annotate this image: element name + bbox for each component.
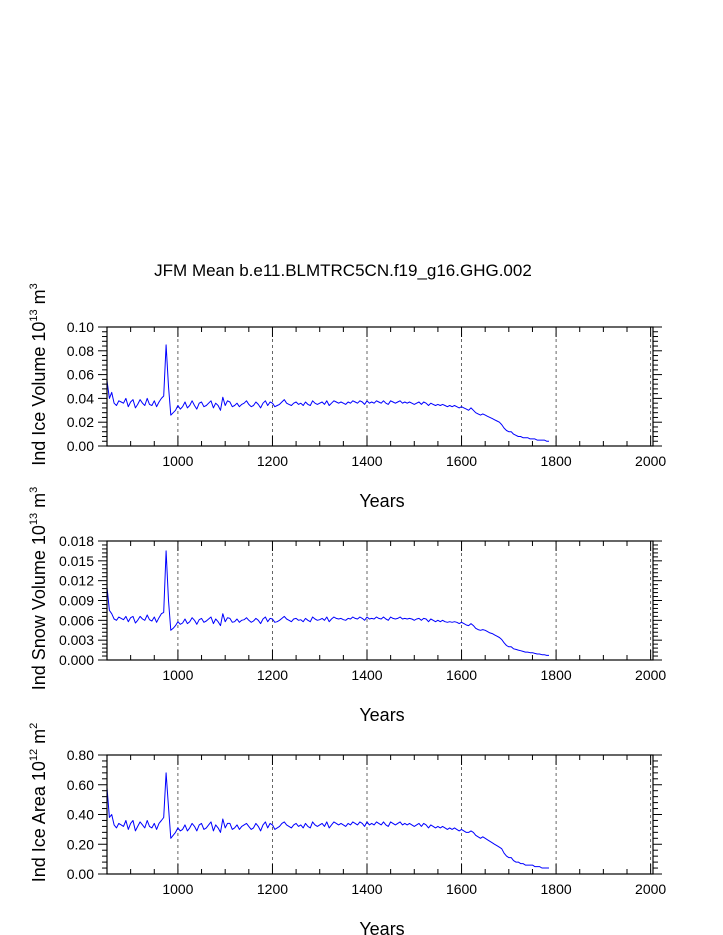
x-tick-label: 1400 [351,453,382,469]
y-tick-label: 0.00 [67,866,94,882]
y-tick-label: 0.018 [59,533,94,549]
x-tick-label: 1000 [162,881,193,897]
y-tick-label: 0.80 [67,747,94,763]
y-tick-label: 0.40 [67,807,94,823]
y-tick-label: 0.015 [59,553,94,569]
panel-ice-area: 1000 1200 1400 1600 1800 2000 0.00 0.20 0.40 0.60… [28,723,666,935]
x-tick-label: 1800 [541,453,572,469]
x-tick-label: 1800 [541,881,572,897]
y-tick-label: 0.000 [59,652,94,668]
y-label-unit-exponent: 3 [28,487,40,493]
x-tick-label: 1600 [446,453,477,469]
x-tick-label: 1400 [351,881,382,897]
y-label-text: Ind Ice Volume 10 [29,322,49,466]
x-axis-label: Years [359,491,404,511]
y-axis-label: Ind Ice Volume 1013 m3 [28,283,49,465]
y-label-text: Ind Ice Area 10 [29,761,49,882]
y-tick-label: 0.10 [67,319,94,335]
y-tick-label: 0.00 [67,438,94,454]
series-line [106,344,549,442]
y-label-unit: m [29,493,49,513]
y-tick-label: 0.009 [59,593,94,609]
plot-frame [106,754,654,875]
y-label-unit: m [29,729,49,749]
x-tick-label: 1600 [446,881,477,897]
x-tick-label: 1200 [257,667,288,683]
y-tick-label: 0.012 [59,573,94,589]
y-label-unit-exponent: 2 [28,723,40,729]
y-tick-label: 0.60 [67,777,94,793]
x-tick-label: 2000 [635,667,666,683]
x-tick-label: 1200 [257,453,288,469]
x-tick-label: 2000 [635,881,666,897]
y-tick-label: 0.04 [67,390,94,406]
y-label-exponent: 13 [28,513,40,525]
plot-frame [106,326,654,447]
x-tick-label: 1600 [446,667,477,683]
x-tick-label: 1400 [351,667,382,683]
series-line [106,772,549,869]
x-tick-label: 2000 [635,453,666,469]
x-tick-label: 1000 [162,453,193,469]
figure-title: JFM Mean b.e11.BLMTRC5CN.f19_g16.GHG.002 [154,261,532,280]
y-tick-label: 0.006 [59,612,94,628]
panel-snow-volume: 1000 1200 1400 1600 1800 2000 0.000 0.003 0.006 0… [28,487,666,725]
x-axis-label: Years [359,919,404,935]
y-tick-label: 0.06 [67,367,94,383]
y-tick-label: 0.02 [67,414,94,430]
y-label-unit: m [29,289,49,309]
y-tick-label: 0.003 [59,632,94,648]
y-tick-label: 0.20 [67,836,94,852]
x-tick-label: 1000 [162,667,193,683]
y-axis-label: Ind Ice Area 1012 m2 [28,723,49,882]
x-tick-label: 1200 [257,881,288,897]
plot-frame [106,540,654,661]
panel-ice-volume: 1000 1200 1400 1600 1800 2000 0.00 0.02 0.04 0.06… [28,283,666,511]
y-tick-label: 0.08 [67,343,94,359]
y-label-unit-exponent: 3 [28,283,40,289]
x-tick-label: 1800 [541,667,572,683]
y-label-exponent: 13 [28,309,40,321]
y-axis-label: Ind Snow Volume 1013 m3 [28,487,49,691]
series-line [106,550,549,656]
x-axis-label: Years [359,705,404,725]
y-label-exponent: 12 [28,749,40,761]
y-label-text: Ind Snow Volume 10 [29,525,49,690]
